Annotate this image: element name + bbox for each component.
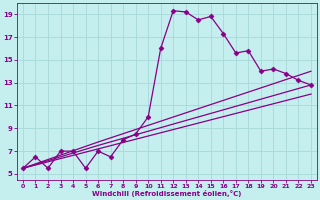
X-axis label: Windchill (Refroidissement éolien,°C): Windchill (Refroidissement éolien,°C): [92, 190, 242, 197]
